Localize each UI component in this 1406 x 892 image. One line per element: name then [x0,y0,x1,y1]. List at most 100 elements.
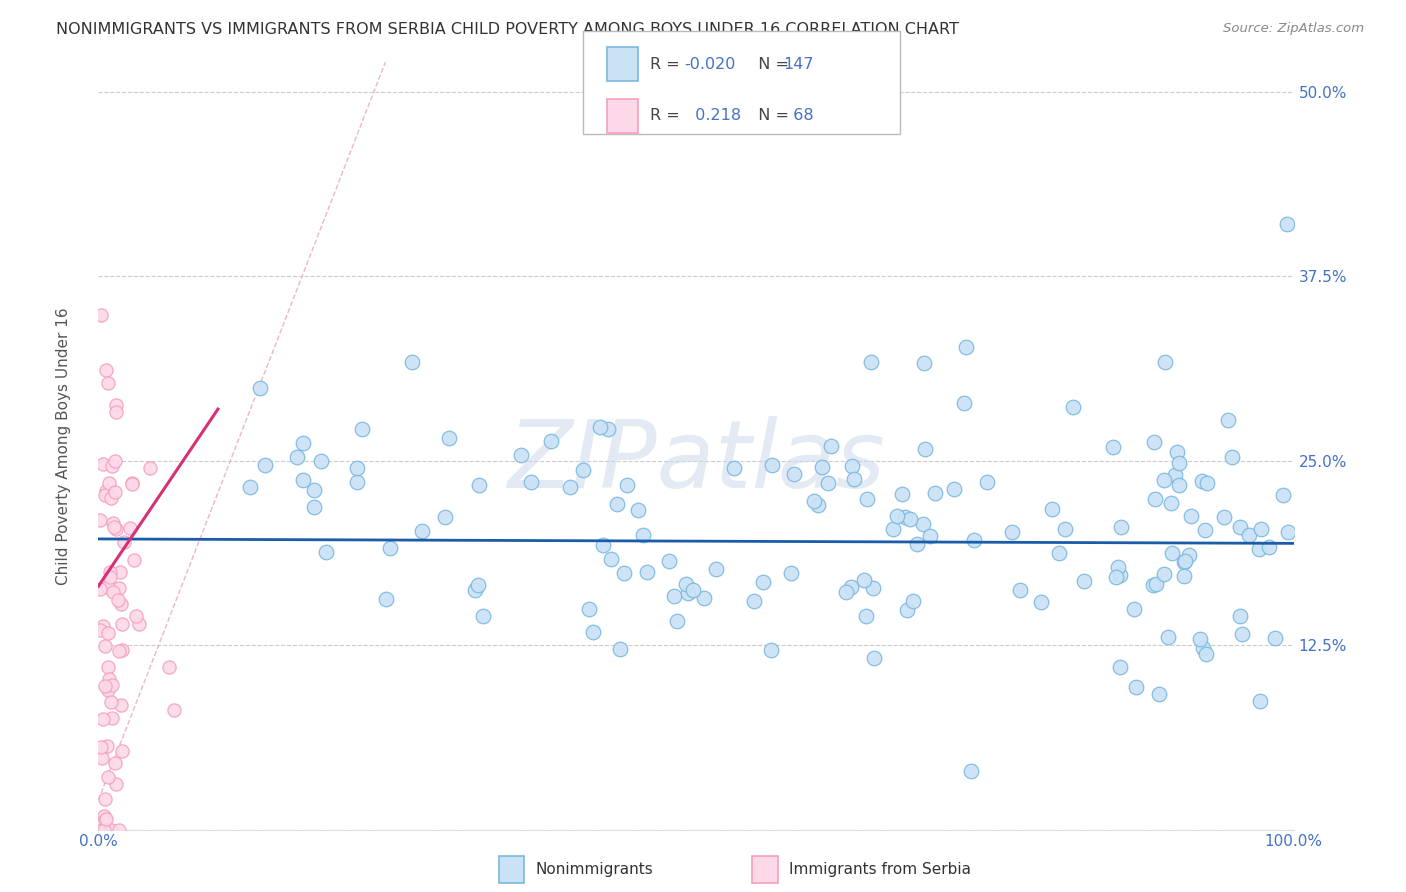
Point [97,376,120,390]
Point [96,739,118,753]
Point [844,472,866,486]
Point [920,529,942,543]
Point [101,711,124,725]
Point [472,608,495,623]
Point [1144,491,1167,506]
Point [163,703,186,717]
Point [1123,601,1146,615]
Point [103,520,125,534]
Point [1180,509,1202,524]
Point [97,476,120,491]
Point [1160,496,1182,510]
Point [1194,523,1216,537]
Point [589,420,612,434]
Point [89,582,111,596]
Point [582,624,605,639]
Point [953,395,976,409]
Point [1250,522,1272,536]
Point [1102,440,1125,454]
Point [896,603,918,617]
Point [924,486,946,500]
Point [862,650,884,665]
Point [464,583,486,598]
Point [93,488,115,502]
Point [315,545,337,559]
Point [411,524,433,539]
Point [346,475,368,490]
Point [675,577,697,591]
Point [1040,502,1063,516]
Point [128,616,150,631]
Point [100,491,122,505]
Point [609,642,631,657]
Point [91,457,114,471]
Point [97,770,120,784]
Point [118,520,141,534]
Text: Nonimmigrants: Nonimmigrants [536,863,654,877]
Point [90,822,112,837]
Point [292,473,315,487]
Point [91,619,114,633]
Point [666,614,689,628]
Point [600,552,623,566]
Point [841,458,863,473]
Point [401,355,423,369]
Point [1216,412,1239,426]
Point [592,538,614,552]
Point [752,574,775,589]
Point [90,309,112,323]
Point [108,822,131,837]
Point [97,822,120,837]
Point [249,381,271,395]
Point [636,565,658,579]
Point [859,354,882,368]
Text: R =: R = [650,57,685,71]
Point [110,698,132,712]
Point [101,584,124,599]
Text: ZIPatlas: ZIPatlas [508,416,884,507]
Point [1168,456,1191,470]
Point [437,431,460,445]
Point [94,679,117,693]
Point [285,450,308,464]
Point [704,562,727,576]
Point [1173,555,1195,569]
Point [723,460,745,475]
Point [616,478,638,492]
Point [1062,400,1084,414]
Point [1229,520,1251,534]
Point [1073,574,1095,588]
Point [783,467,806,481]
Point [560,480,582,494]
Point [1109,519,1132,533]
Point [1157,630,1180,644]
Point [112,535,135,549]
Point [253,458,276,473]
Point [239,480,262,494]
Point [1188,632,1211,646]
Point [1220,450,1243,465]
Point [853,573,876,587]
Point [98,565,121,579]
Point [676,586,699,600]
Point [1174,554,1197,568]
Point [1168,478,1191,492]
Point [943,483,966,497]
Point [1031,595,1053,609]
Point [139,460,162,475]
Point [1153,474,1175,488]
Point [104,756,127,770]
Point [94,483,117,498]
Point [1146,577,1168,591]
Point [1149,688,1171,702]
Point [839,581,862,595]
Point [111,616,134,631]
Point [976,475,998,490]
Point [900,511,922,525]
Point [1154,355,1177,369]
Point [468,477,491,491]
Point [121,475,143,490]
Point [96,683,118,698]
Point [540,434,562,448]
Point [779,566,801,580]
